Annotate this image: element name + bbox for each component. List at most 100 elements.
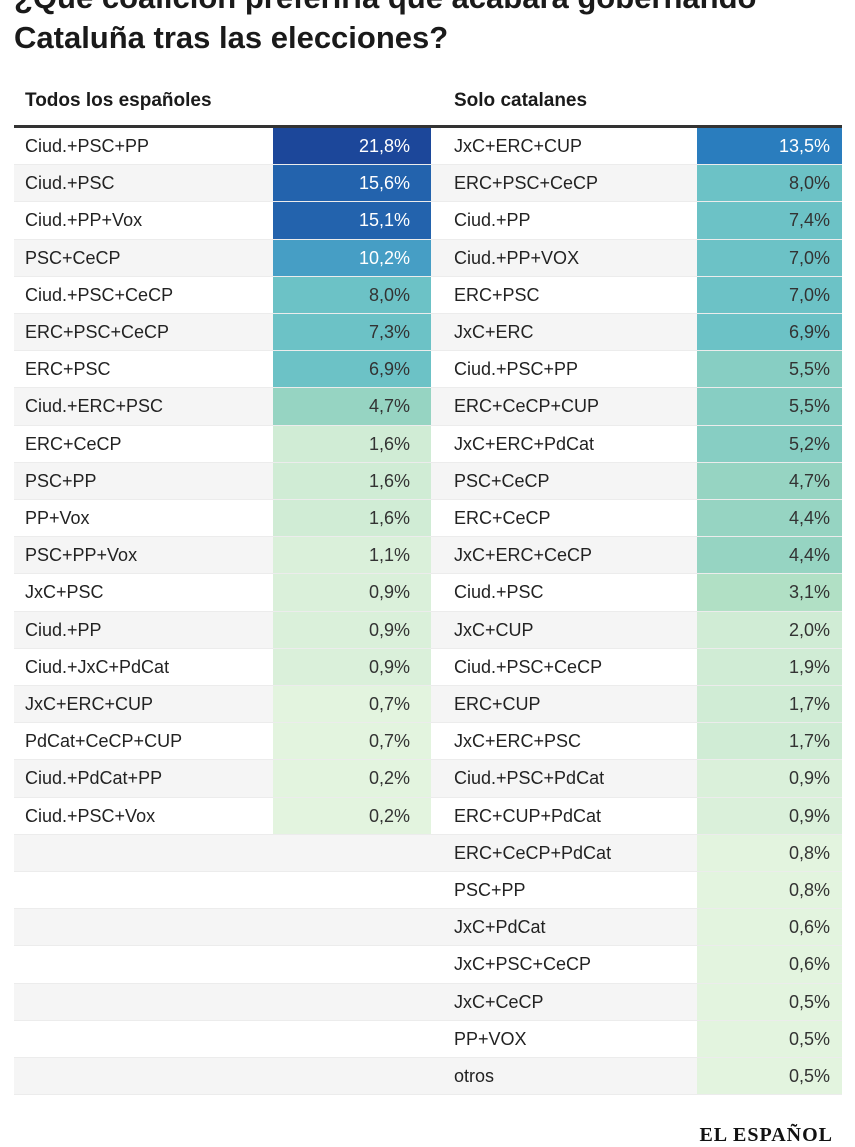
right-coalition-name: ERC+CUP+PdCat xyxy=(454,805,602,826)
left-value-cell: 0,2% xyxy=(273,760,431,797)
left-coalition-name: PSC+CeCP xyxy=(25,247,121,268)
right-value-cell: 4,4% xyxy=(697,500,842,537)
left-coalition-name: PSC+PP+Vox xyxy=(25,545,138,566)
left-value-cell: 0,2% xyxy=(273,797,431,834)
table-row: ERC+PSC 6,9% Ciud.+PSC+PP 5,5% xyxy=(14,351,842,389)
right-coalition-name: otros xyxy=(454,1066,495,1086)
table-row: JxC+PdCat 0,6% xyxy=(14,909,842,947)
left-value-cell: 7,3% xyxy=(273,314,431,351)
left-coalition-name: ERC+PSC+CeCP xyxy=(25,322,170,342)
left-value-cell: 1,1% xyxy=(273,537,431,574)
left-value-cell: 0,7% xyxy=(273,723,431,760)
table-row: Ciud.+PSC+CeCP 8,0% ERC+PSC 7,0% xyxy=(14,276,842,314)
table-row: JxC+PSC 0,9% Ciud.+PSC 3,1% xyxy=(14,574,842,612)
right-value-cell: 0,9% xyxy=(697,760,842,797)
right-coalition-name: ERC+PSC xyxy=(454,284,540,305)
right-coalition-name: JxC+PSC+CeCP xyxy=(454,954,592,975)
chart-title: ¿Qué coalición preferiría que acabara go… xyxy=(14,0,756,55)
left-value-cell: 4,7% xyxy=(273,388,431,425)
right-value-cell: 8,0% xyxy=(697,165,842,202)
left-coalition-name: Ciud.+PdCat+PP xyxy=(25,768,163,789)
right-value-cell: 0,5% xyxy=(697,1020,842,1057)
table-row: PdCat+CeCP+CUP 0,7% JxC+ERC+PSC 1,7% xyxy=(14,723,842,761)
table-row: Ciud.+PSC 15,6% ERC+PSC+CeCP 8,0% xyxy=(14,165,842,203)
left-coalition-name: ERC+PSC xyxy=(25,359,111,380)
table-row: otros 0,5% xyxy=(14,1058,842,1096)
left-value-cell: 10,2% xyxy=(273,239,431,276)
table-row: Ciud.+PSC+Vox 0,2% ERC+CUP+PdCat 0,9% xyxy=(14,797,842,835)
publisher-logo: EL ESPAÑOL xyxy=(699,1124,833,1146)
left-coalition-name: PdCat+CeCP+CUP xyxy=(25,731,183,752)
right-coalition-name: PSC+PP xyxy=(454,880,526,900)
left-coalition-name: JxC+ERC+CUP xyxy=(25,694,154,714)
left-value-cell: 0,9% xyxy=(273,611,431,648)
table-row: ERC+PSC+CeCP 7,3% JxC+ERC 6,9% xyxy=(14,314,842,352)
right-coalition-name: JxC+ERC+CeCP xyxy=(454,545,593,566)
right-coalition-name: JxC+ERC xyxy=(454,322,534,342)
right-value-cell: 0,8% xyxy=(697,834,842,871)
table-row: PP+Vox 1,6% ERC+CeCP 4,4% xyxy=(14,500,842,538)
table-row: JxC+CeCP 0,5% xyxy=(14,983,842,1021)
table-row: Ciud.+ERC+PSC 4,7% ERC+CeCP+CUP 5,5% xyxy=(14,388,842,426)
right-value-cell: 2,0% xyxy=(697,611,842,648)
table-row: PSC+PP 1,6% PSC+CeCP 4,7% xyxy=(14,462,842,500)
right-coalition-name: Ciud.+PP xyxy=(454,210,531,231)
right-value-cell: 0,9% xyxy=(697,797,842,834)
left-coalition-name: PSC+PP xyxy=(25,470,97,491)
column-header-left: Todos los españoles xyxy=(25,90,212,111)
right-coalition-name: JxC+ERC+PdCat xyxy=(454,433,595,454)
right-value-cell: 1,9% xyxy=(697,648,842,685)
right-value-cell: 1,7% xyxy=(697,686,842,723)
right-value-cell: 3,1% xyxy=(697,574,842,611)
column-header-right: Solo catalanes xyxy=(454,90,588,111)
table-row: ERC+CeCP 1,6% JxC+ERC+PdCat 5,2% xyxy=(14,425,842,463)
right-value-cell: 4,7% xyxy=(697,462,842,499)
right-value-cell: 1,7% xyxy=(697,723,842,760)
right-value-cell: 7,0% xyxy=(697,239,842,276)
left-value-cell: 0,7% xyxy=(273,686,431,723)
right-coalition-name: PSC+CeCP xyxy=(454,470,550,491)
right-coalition-name: JxC+CeCP xyxy=(454,991,544,1012)
left-coalition-name: Ciud.+PP xyxy=(25,619,102,640)
right-coalition-name: Ciud.+PP+VOX xyxy=(454,247,580,268)
left-value-cell: 1,6% xyxy=(273,425,431,462)
left-value-cell: 1,6% xyxy=(273,500,431,537)
left-value-cell: 15,6% xyxy=(273,165,431,202)
right-coalition-name: Ciud.+PSC xyxy=(454,582,544,603)
right-coalition-name: Ciud.+PSC+PdCat xyxy=(454,768,605,789)
right-coalition-name: ERC+CeCP xyxy=(454,508,551,528)
right-coalition-name: ERC+CeCP+CUP xyxy=(454,396,600,417)
right-value-cell: 0,5% xyxy=(697,983,842,1020)
left-coalition-name: Ciud.+PSC+CeCP xyxy=(25,284,174,305)
right-value-cell: 0,6% xyxy=(697,909,842,946)
left-value-cell: 21,8% xyxy=(273,128,431,165)
table-row: Ciud.+PSC+PP 21,8% JxC+ERC+CUP 13,5% xyxy=(14,128,842,166)
table-row: PSC+CeCP 10,2% Ciud.+PP+VOX 7,0% xyxy=(14,239,842,277)
table-row: Ciud.+PP 0,9% JxC+CUP 2,0% xyxy=(14,611,842,649)
table-row: PSC+PP 0,8% xyxy=(14,872,842,910)
left-value-cell: 1,6% xyxy=(273,462,431,499)
right-value-cell: 5,2% xyxy=(697,425,842,462)
right-coalition-name: PP+VOX xyxy=(454,1028,527,1049)
left-coalition-name: Ciud.+JxC+PdCat xyxy=(25,656,170,677)
header-rule xyxy=(14,125,842,128)
left-value-cell: 8,0% xyxy=(273,276,431,313)
right-value-cell: 5,5% xyxy=(697,388,842,425)
right-coalition-name: JxC+PdCat xyxy=(454,917,546,938)
left-value-cell: 15,1% xyxy=(273,202,431,239)
right-value-cell: 5,5% xyxy=(697,351,842,388)
table-row: JxC+ERC+CUP 0,7% ERC+CUP 1,7% xyxy=(14,686,842,724)
left-coalition-name: Ciud.+PP+Vox xyxy=(25,210,143,231)
right-value-cell: 0,6% xyxy=(697,946,842,983)
left-coalition-name: Ciud.+PSC+Vox xyxy=(25,805,156,826)
left-coalition-name: JxC+PSC xyxy=(25,582,104,603)
table-row: Ciud.+PdCat+PP 0,2% Ciud.+PSC+PdCat 0,9% xyxy=(14,760,842,798)
left-value-cell: 6,9% xyxy=(273,351,431,388)
table-row: PP+VOX 0,5% xyxy=(14,1020,842,1058)
left-coalition-name: Ciud.+ERC+PSC xyxy=(25,396,164,417)
table-row: JxC+PSC+CeCP 0,6% xyxy=(14,946,842,984)
table-row: ERC+CeCP+PdCat 0,8% xyxy=(14,834,842,872)
left-value-cell: 0,9% xyxy=(273,648,431,685)
left-value-cell: 0,9% xyxy=(273,574,431,611)
right-coalition-name: ERC+PSC+CeCP xyxy=(454,173,599,194)
